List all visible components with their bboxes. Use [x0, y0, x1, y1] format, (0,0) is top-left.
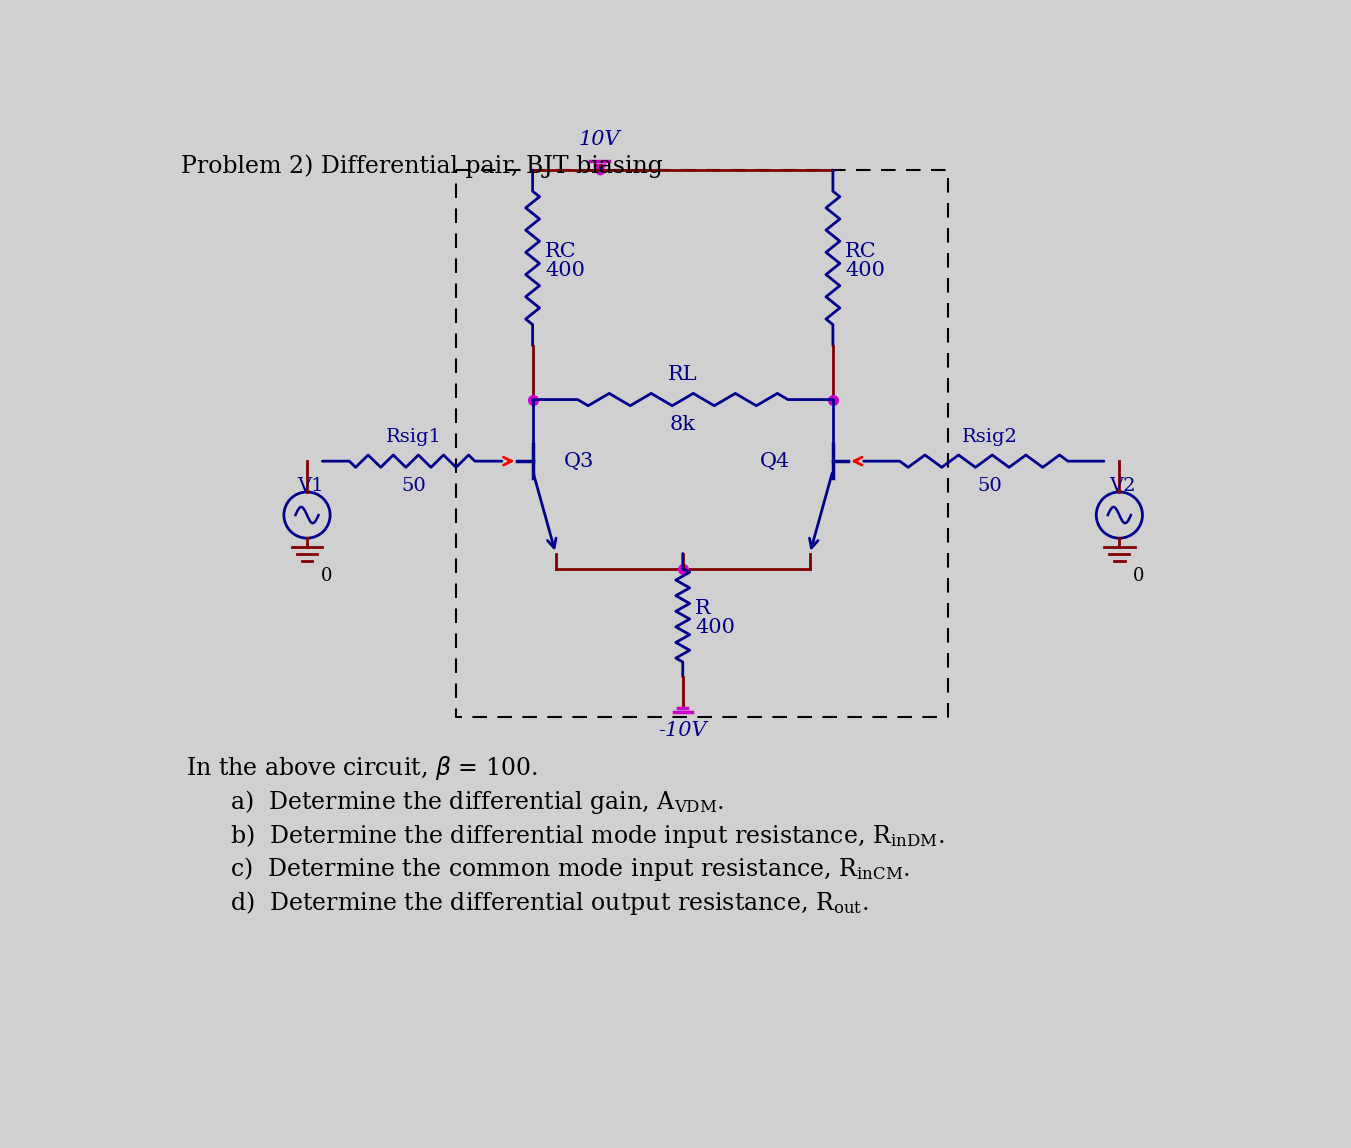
Text: Q4: Q4: [759, 451, 790, 471]
Text: 400: 400: [846, 261, 885, 280]
Text: 10V: 10V: [578, 130, 620, 148]
Text: 50: 50: [977, 476, 1002, 495]
Text: 400: 400: [544, 261, 585, 280]
Text: d)  Determine the differential output resistance, R$\mathregular{_{out}}$.: d) Determine the differential output res…: [230, 890, 869, 917]
Text: RC: RC: [846, 242, 877, 262]
Text: -10V: -10V: [658, 721, 707, 740]
Text: c)  Determine the common mode input resistance, R$\mathregular{_{inCM}}$.: c) Determine the common mode input resis…: [230, 855, 911, 884]
Text: RC: RC: [544, 242, 577, 262]
Text: 0: 0: [320, 567, 332, 585]
Text: In the above circuit, $\beta$ = 100.: In the above circuit, $\beta$ = 100.: [186, 754, 538, 782]
Text: Rsig2: Rsig2: [962, 428, 1017, 445]
Text: Rsig1: Rsig1: [386, 428, 442, 445]
Text: R: R: [694, 599, 711, 619]
Text: 0: 0: [1133, 567, 1144, 585]
Text: a)  Determine the differential gain, A$\mathregular{_{VDM}}$.: a) Determine the differential gain, A$\m…: [230, 788, 724, 815]
Text: 8k: 8k: [670, 414, 696, 434]
Text: V1: V1: [297, 478, 324, 496]
Text: 400: 400: [694, 618, 735, 637]
Text: Q3: Q3: [563, 451, 594, 471]
Text: RL: RL: [667, 365, 697, 385]
Text: V2: V2: [1109, 478, 1136, 496]
Text: b)  Determine the differential mode input resistance, R$\mathregular{_{inDM}}$.: b) Determine the differential mode input…: [230, 822, 944, 850]
Text: Problem 2) Differential pair, BJT biasing: Problem 2) Differential pair, BJT biasin…: [181, 155, 663, 178]
Text: 50: 50: [401, 476, 427, 495]
